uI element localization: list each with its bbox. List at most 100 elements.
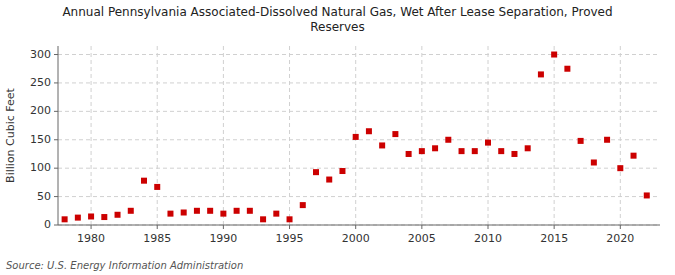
x-tick-label: 2015: [540, 232, 568, 245]
grid-line-y: [58, 196, 660, 197]
y-tick: [54, 111, 58, 112]
y-tick-label: 250: [30, 76, 51, 89]
y-axis-label: Billion Cubic Feet: [4, 87, 17, 182]
point: [617, 165, 623, 171]
point: [273, 211, 279, 217]
y-axis-line: [58, 46, 59, 225]
point: [300, 202, 306, 208]
point: [260, 216, 266, 222]
grid-line-y: [58, 168, 660, 169]
point: [220, 211, 226, 217]
point: [498, 148, 504, 154]
grid-line-x: [223, 46, 224, 225]
point: [485, 140, 491, 146]
point: [287, 216, 293, 222]
point: [313, 169, 319, 175]
point: [88, 213, 94, 219]
x-tick: [554, 225, 555, 229]
x-tick: [289, 225, 290, 229]
x-tick: [355, 225, 356, 229]
grid-line-x: [620, 46, 621, 225]
grid-line-y: [58, 225, 660, 226]
point: [115, 212, 121, 218]
grid-line-y: [58, 111, 660, 112]
point: [247, 208, 253, 214]
point: [406, 151, 412, 157]
x-tick: [223, 225, 224, 229]
x-tick-label: 2010: [474, 232, 502, 245]
y-tick: [54, 139, 58, 140]
point: [154, 184, 160, 190]
point: [379, 142, 385, 148]
point: [207, 208, 213, 214]
title-line: Annual Pennsylvania Associated-Dissolved…: [62, 5, 612, 19]
x-tick: [157, 225, 158, 229]
y-tick-label: 200: [30, 104, 51, 117]
point: [511, 151, 517, 157]
x-tick: [620, 225, 621, 229]
point: [591, 159, 597, 165]
point: [101, 214, 107, 220]
point: [181, 209, 187, 215]
grid: [58, 46, 660, 225]
chart-svg: 0 50 100 150 200 250 300 1980 1985 1990 1995 2000 20…: [0, 0, 675, 275]
x-tick-label: 2020: [606, 232, 634, 245]
y-tick-label: 50: [37, 190, 51, 203]
grid-line-y: [58, 139, 660, 140]
annotation: Source: U.S. Energy Information Administ…: [6, 260, 243, 271]
point: [472, 148, 478, 154]
x-tick-label: 1985: [143, 232, 171, 245]
ticks: 0 50 100 150 200 250 300 1980 1985 1990 1995 2000 20…: [30, 48, 634, 245]
point: [234, 208, 240, 214]
y-tick: [54, 82, 58, 83]
point: [604, 137, 610, 143]
y-tick-label: 300: [30, 48, 51, 61]
y-tick-label: 100: [30, 161, 51, 174]
point: [353, 134, 359, 140]
point: [167, 211, 173, 217]
y-tick: [54, 225, 58, 226]
point: [339, 168, 345, 174]
point: [419, 148, 425, 154]
point: [631, 153, 637, 159]
grid-line-x: [554, 46, 555, 225]
title-line: Reserves: [310, 20, 365, 34]
y-tick: [54, 54, 58, 55]
point: [326, 177, 332, 183]
point: [538, 71, 544, 77]
point: [644, 192, 650, 198]
point: [578, 138, 584, 144]
grid-line-x: [289, 46, 290, 225]
point: [564, 66, 570, 72]
x-tick: [421, 225, 422, 229]
grid-line-y: [58, 54, 660, 55]
point: [194, 208, 200, 214]
chart-container: 0 50 100 150 200 250 300 1980 1985 1990 1995 2000 20…: [0, 0, 675, 275]
grid-line-x: [421, 46, 422, 225]
points: [62, 52, 650, 223]
x-tick-label: 1980: [77, 232, 105, 245]
grid-line-x: [91, 46, 92, 225]
point: [141, 178, 147, 184]
point: [551, 52, 557, 58]
point: [445, 137, 451, 143]
grid-line-y: [58, 82, 660, 83]
point: [62, 216, 68, 222]
x-tick: [91, 225, 92, 229]
y-tick: [54, 196, 58, 197]
x-tick: [488, 225, 489, 229]
point: [128, 208, 134, 214]
x-tick-label: 1995: [276, 232, 304, 245]
point: [75, 215, 81, 221]
point: [366, 128, 372, 134]
grid-line-x: [488, 46, 489, 225]
grid-line-x: [157, 46, 158, 225]
y-tick: [54, 168, 58, 169]
x-axis-line: [58, 225, 660, 226]
y-tick-label: 150: [30, 133, 51, 146]
x-tick-label: 2000: [342, 232, 370, 245]
title: Annual Pennsylvania Associated-Dissolved…: [62, 5, 612, 34]
x-tick-label: 1990: [209, 232, 237, 245]
point: [392, 131, 398, 137]
y-tick-label: 0: [44, 218, 51, 231]
